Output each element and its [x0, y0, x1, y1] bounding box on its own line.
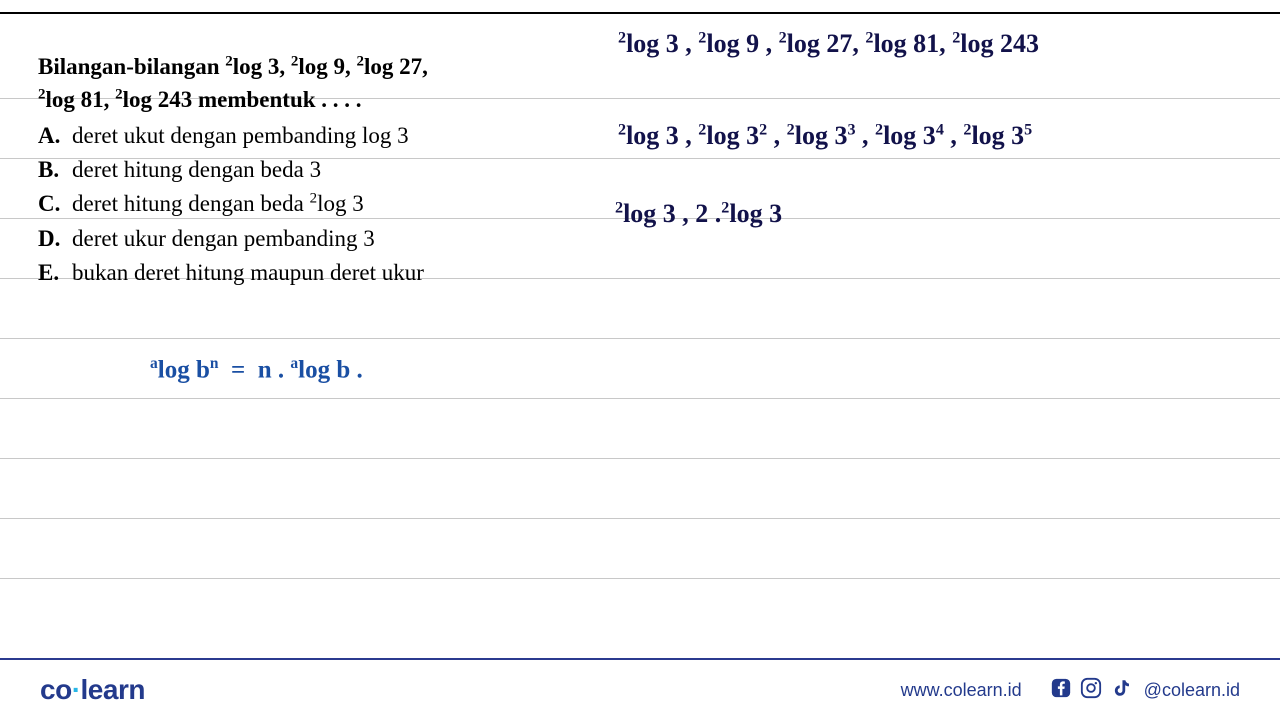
options-list: A.deret ukut dengan pembanding log 3B.de… [38, 119, 598, 290]
stem-line-2: 2log 81, 2log 243 membentuk . . . . [38, 87, 362, 112]
tiktok-icon[interactable] [1110, 677, 1132, 704]
option-E: E.bukan deret hitung maupun deret ukur [38, 256, 598, 289]
option-A: A.deret ukut dengan pembanding log 3 [38, 119, 598, 152]
log-formula: alog bn = n . alog b . [150, 355, 363, 384]
footer: co·learn www.colearn.id @colearn.id [0, 658, 1280, 720]
logo-co: co [40, 674, 72, 705]
handwriting-line-3: 2log 3 , 2 .2log 3 [615, 198, 782, 229]
logo-learn: learn [81, 674, 145, 705]
option-D: D.deret ukur dengan pembanding 3 [38, 222, 598, 255]
facebook-icon[interactable] [1050, 677, 1072, 704]
footer-url[interactable]: www.colearn.id [901, 680, 1022, 701]
logo-dot: · [72, 674, 81, 705]
handwriting-line-2: 2log 3 , 2log 32 , 2log 33 , 2log 34 , 2… [618, 120, 1032, 151]
social-icons: @colearn.id [1050, 677, 1240, 704]
option-B: B.deret hitung dengan beda 3 [38, 153, 598, 186]
handwriting-line-1: 2log 3 , 2log 9 , 2log 27, 2log 81, 2log… [618, 28, 1039, 59]
stem-line-1: Bilangan-bilangan 2log 3, 2log 9, 2log 2… [38, 54, 428, 79]
top-rule [0, 12, 1280, 14]
option-C: C.deret hitung dengan beda 2log 3 [38, 187, 598, 220]
problem-block: Bilangan-bilangan 2log 3, 2log 9, 2log 2… [38, 50, 598, 289]
footer-handle[interactable]: @colearn.id [1144, 680, 1240, 701]
logo: co·learn [40, 674, 145, 706]
instagram-icon[interactable] [1080, 677, 1102, 704]
page: Bilangan-bilangan 2log 3, 2log 9, 2log 2… [0, 0, 1280, 720]
